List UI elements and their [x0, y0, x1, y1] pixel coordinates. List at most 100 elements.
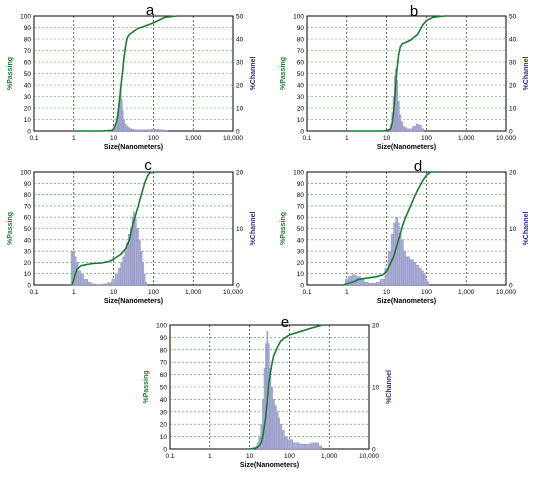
cumulative-line: [342, 171, 439, 286]
histogram-bar: [412, 126, 417, 132]
y-right-tick-label: 0: [509, 283, 513, 290]
x-axis-title: Size(Nanometers): [377, 298, 436, 305]
histogram-bar: [146, 129, 152, 132]
histogram-bar: [151, 128, 156, 132]
histogram-bar: [270, 386, 273, 450]
y-tick-label: 30: [297, 249, 305, 256]
histogram-bar: [403, 250, 406, 286]
histogram-bar: [75, 262, 79, 286]
x-tick-label: 1,000: [321, 453, 338, 460]
histogram-bar: [124, 250, 127, 286]
histogram-bar: [120, 262, 123, 286]
histogram-bar: [91, 283, 96, 286]
y-tick-label: 60: [160, 372, 168, 379]
histogram-bar: [292, 442, 300, 450]
y-tick-label: 50: [24, 226, 32, 233]
y-tick-label: 60: [24, 60, 32, 67]
histogram-bar: [427, 281, 430, 286]
y-tick-label: 60: [297, 60, 305, 67]
y-axis-title-right: %Channel: [523, 57, 530, 91]
y-right-tick-label: 10: [509, 106, 517, 113]
histogram-bar: [281, 430, 285, 450]
histogram-bar: [399, 114, 402, 132]
histogram-bar: [126, 126, 129, 132]
y-tick-label: 50: [160, 385, 168, 392]
cumulative-line: [71, 171, 154, 286]
x-tick-label: 10,000: [496, 289, 516, 296]
y-right-tick-label: 20: [509, 170, 517, 177]
y-tick-label: 80: [160, 347, 168, 354]
y-right-tick-label: 10: [236, 226, 244, 233]
x-tick-label: 10,000: [496, 135, 516, 142]
histogram-bar: [425, 279, 428, 286]
y-right-tick-label: 20: [509, 83, 517, 90]
histogram-bar: [304, 443, 312, 450]
y-right-tick-label: 20: [372, 323, 380, 330]
y-tick-label: 100: [20, 170, 31, 177]
y-tick-label: 60: [297, 215, 305, 222]
histogram-bar: [411, 259, 414, 286]
y-axis-title-right: %Channel: [386, 370, 393, 404]
y-axis-title-left: %Passing: [7, 57, 14, 90]
histogram-bar: [272, 399, 275, 450]
y-tick-label: 70: [24, 48, 32, 55]
x-tick-label: 0.1: [302, 289, 311, 296]
histogram-bar: [407, 256, 410, 286]
y-tick-label: 0: [300, 129, 304, 136]
x-tick-label: 10: [383, 135, 391, 142]
x-axis-title: Size(Nanometers): [377, 144, 436, 151]
histogram-bar: [315, 442, 319, 450]
y-tick-label: 80: [297, 192, 305, 199]
cumulative-line: [249, 324, 324, 450]
y-right-tick-label: 30: [236, 60, 244, 67]
histogram-bar: [138, 239, 141, 286]
y-tick-label: 70: [160, 360, 168, 367]
y-tick-label: 40: [24, 83, 32, 90]
cumulative-line: [346, 15, 446, 132]
y-tick-label: 70: [24, 203, 32, 210]
histogram-bar: [140, 250, 143, 286]
histogram-bar: [405, 256, 408, 286]
y-right-tick-label: 10: [372, 385, 380, 392]
panel-label: e: [281, 314, 289, 331]
y-right-tick-label: 0: [236, 283, 240, 290]
y-right-tick-label: 20: [236, 83, 244, 90]
y-tick-label: 20: [24, 260, 32, 267]
x-tick-label: 100: [421, 289, 432, 296]
x-tick-label: 0.1: [29, 289, 38, 296]
y-right-tick-label: 0: [236, 129, 240, 136]
y-tick-label: 30: [297, 94, 305, 101]
histogram-bar: [143, 273, 146, 286]
panel-label: d: [414, 158, 422, 175]
x-axis-title: Size(Nanometers): [104, 298, 163, 305]
y-tick-label: 40: [24, 237, 32, 244]
histogram-bar: [122, 256, 125, 286]
x-tick-label: 0.1: [165, 453, 174, 460]
x-tick-label: 0.1: [29, 135, 38, 142]
histogram-bar: [111, 279, 116, 286]
histogram-bar: [142, 262, 145, 286]
y-tick-label: 20: [160, 422, 168, 429]
histogram-bar: [418, 125, 422, 132]
x-tick-label: 10: [110, 289, 118, 296]
histogram-bar: [409, 128, 413, 132]
cumulative-line: [73, 15, 178, 132]
y-tick-label: 20: [297, 260, 305, 267]
y-right-tick-label: 0: [372, 447, 376, 454]
y-tick-label: 50: [297, 71, 305, 78]
histogram-bar: [406, 128, 410, 132]
y-tick-label: 70: [297, 203, 305, 210]
x-tick-label: 10: [110, 135, 118, 142]
y-right-tick-label: 40: [236, 37, 244, 44]
histogram-bar: [310, 442, 316, 450]
x-tick-label: 1: [208, 453, 212, 460]
histogram-bar: [368, 283, 373, 286]
histogram-bar: [136, 129, 142, 132]
x-tick-label: 1: [72, 289, 76, 296]
y-tick-label: 0: [163, 447, 167, 454]
